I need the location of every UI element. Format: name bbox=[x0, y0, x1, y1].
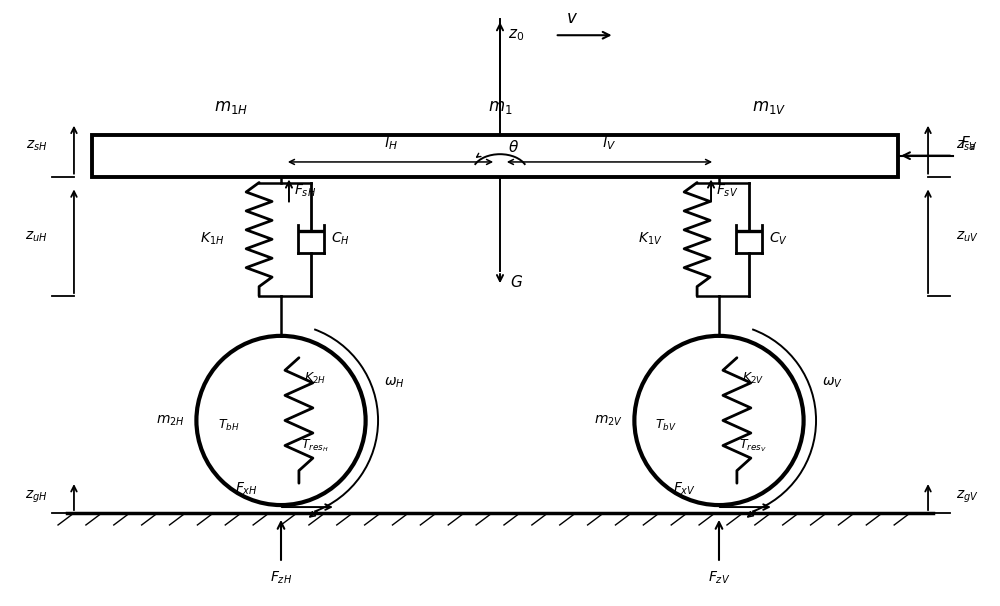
Text: $K_{1H}$: $K_{1H}$ bbox=[200, 231, 224, 247]
Text: $F_{xH}$: $F_{xH}$ bbox=[235, 481, 258, 497]
Text: $F_{sH}$: $F_{sH}$ bbox=[294, 182, 316, 199]
Text: $z_{uH}$: $z_{uH}$ bbox=[25, 229, 47, 244]
Text: $m_{1V}$: $m_{1V}$ bbox=[752, 98, 786, 116]
Text: $z_{sV}$: $z_{sV}$ bbox=[956, 139, 978, 153]
Text: $m_{2H}$: $m_{2H}$ bbox=[156, 413, 184, 428]
Text: $m_1$: $m_1$ bbox=[488, 98, 512, 116]
Text: $m_{1H}$: $m_{1H}$ bbox=[214, 98, 248, 116]
Text: $m_{2V}$: $m_{2V}$ bbox=[594, 413, 622, 428]
Text: $z_0$: $z_0$ bbox=[508, 27, 524, 43]
Text: $K_{2V}$: $K_{2V}$ bbox=[742, 371, 764, 386]
Text: $F_a$: $F_a$ bbox=[960, 135, 976, 153]
Text: $F_{zV}$: $F_{zV}$ bbox=[708, 570, 730, 586]
Text: $F_{xV}$: $F_{xV}$ bbox=[673, 481, 696, 497]
Text: $v$: $v$ bbox=[566, 9, 578, 27]
Text: $\omega_V$: $\omega_V$ bbox=[822, 376, 842, 390]
Text: $G$: $G$ bbox=[510, 274, 523, 290]
Text: $F_{sV}$: $F_{sV}$ bbox=[716, 182, 738, 199]
Text: $T_{res_V}$: $T_{res_V}$ bbox=[739, 437, 767, 454]
Text: $K_{1V}$: $K_{1V}$ bbox=[638, 231, 662, 247]
Text: $l_V$: $l_V$ bbox=[602, 133, 617, 152]
Text: $z_{gH}$: $z_{gH}$ bbox=[25, 489, 47, 505]
Text: $C_H$: $C_H$ bbox=[331, 231, 350, 247]
Text: $l_H$: $l_H$ bbox=[384, 133, 397, 152]
Text: $F_{zH}$: $F_{zH}$ bbox=[270, 570, 292, 586]
Text: $T_{bV}$: $T_{bV}$ bbox=[655, 418, 677, 433]
Text: $T_{bH}$: $T_{bH}$ bbox=[218, 418, 239, 433]
Text: $z_{uV}$: $z_{uV}$ bbox=[956, 229, 979, 244]
Text: $z_{gV}$: $z_{gV}$ bbox=[956, 489, 979, 505]
Text: $C_V$: $C_V$ bbox=[769, 231, 788, 247]
Text: $\omega_H$: $\omega_H$ bbox=[384, 376, 404, 390]
Text: $T_{res_H}$: $T_{res_H}$ bbox=[301, 437, 329, 454]
Text: $\theta$: $\theta$ bbox=[508, 139, 519, 155]
Text: $K_{2H}$: $K_{2H}$ bbox=[304, 371, 326, 386]
Bar bbox=[92, 135, 898, 176]
Text: $z_{sH}$: $z_{sH}$ bbox=[26, 139, 47, 153]
